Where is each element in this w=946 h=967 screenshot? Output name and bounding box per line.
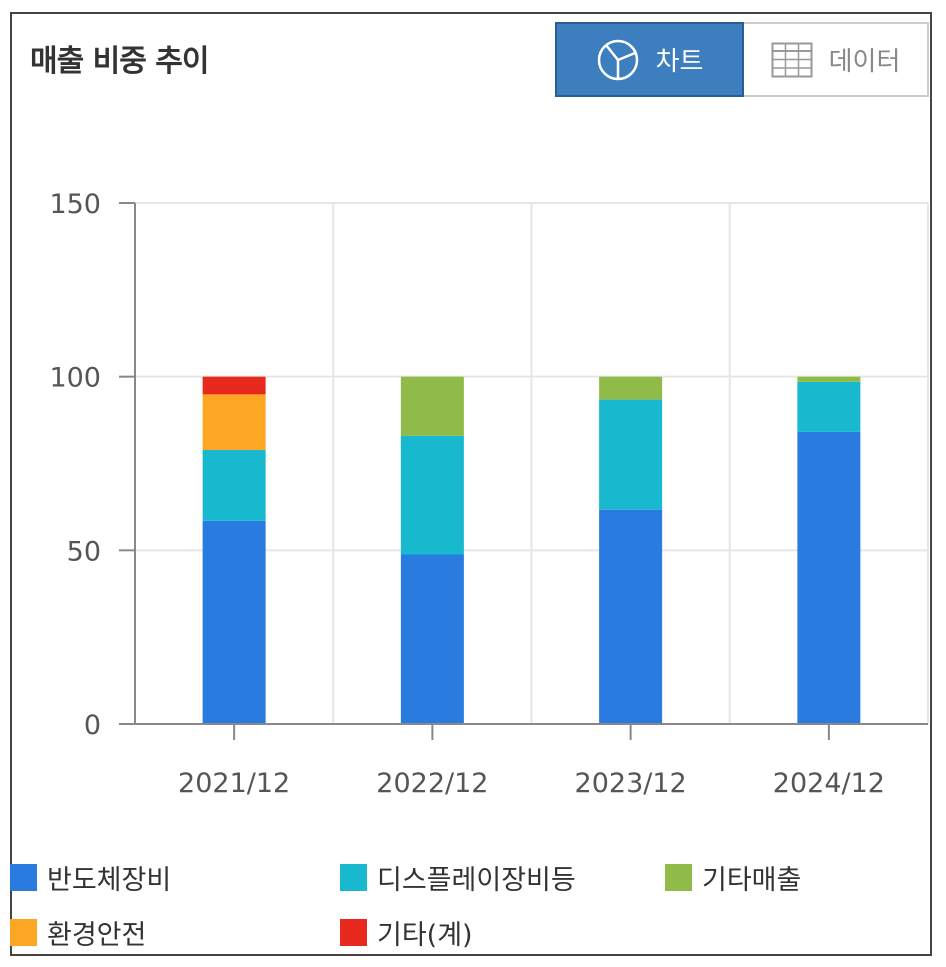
table-grid-icon — [771, 42, 813, 78]
x-tick-label: 2022/12 — [376, 768, 488, 799]
legend-label: 환경안전 — [47, 920, 147, 951]
legend-swatch — [10, 919, 37, 946]
bar-segment-2-2 — [400, 435, 464, 555]
y-tick-label: 100 — [49, 363, 101, 394]
chart-tab-label: 차트 — [655, 47, 704, 77]
bar-segment-1-4 — [797, 431, 861, 724]
y-tick-label: 150 — [49, 189, 101, 220]
bar-segment-2-1 — [202, 449, 266, 521]
x-tick-label: 2023/12 — [575, 768, 687, 799]
legend-label: 기타매출 — [702, 865, 802, 896]
chart-card — [10, 12, 932, 956]
x-tick-label: 2021/12 — [178, 768, 290, 799]
bar-segment-3-3 — [599, 376, 663, 400]
legend-label: 반도체장비 — [47, 865, 172, 896]
data-tab-label: 데이터 — [828, 47, 901, 77]
y-tick-label: 0 — [84, 710, 101, 741]
bar-segment-3-4 — [797, 376, 861, 382]
x-tick-label: 2024/12 — [773, 768, 885, 799]
legend-item[interactable]: 반도체장비 — [10, 858, 171, 897]
bar-segment-1-2 — [400, 554, 464, 724]
data-tab-button[interactable]: 데이터 — [744, 22, 929, 97]
y-tick-label: 50 — [67, 536, 101, 567]
bar-segment-2-3 — [599, 399, 663, 510]
bar-segment-5-1 — [202, 376, 266, 395]
bar-segment-3-2 — [400, 376, 464, 436]
chart-title: 매출 비중 추이 — [30, 44, 209, 79]
legend-swatch — [10, 864, 37, 891]
bar-segment-1-3 — [599, 509, 663, 724]
legend-swatch — [340, 919, 367, 946]
legend-item[interactable]: 환경안전 — [10, 913, 146, 952]
legend-label: 기타(계) — [377, 920, 473, 951]
legend-item[interactable]: 디스플레이장비등 — [340, 858, 576, 897]
chart-tab-button[interactable]: 차트 — [555, 22, 744, 97]
legend-swatch — [665, 864, 692, 891]
pie-chart-icon — [596, 38, 640, 82]
bar-segment-4-1 — [202, 394, 266, 450]
legend-label: 디스플레이장비등 — [377, 865, 576, 896]
bar-segment-1-1 — [202, 520, 266, 724]
legend-item[interactable]: 기타(계) — [340, 913, 473, 952]
view-toggle: 차트 데이터 — [555, 22, 929, 97]
legend-swatch — [340, 864, 367, 891]
legend-item[interactable]: 기타매출 — [665, 858, 801, 897]
bar-segment-2-4 — [797, 381, 861, 432]
